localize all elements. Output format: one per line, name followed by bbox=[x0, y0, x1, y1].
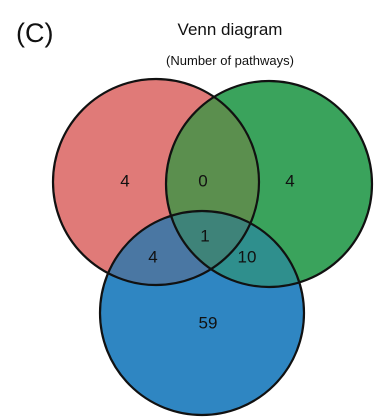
set-c-outline bbox=[98, 209, 306, 417]
set-b-outline bbox=[164, 79, 374, 289]
panel-label: (C) bbox=[16, 18, 54, 48]
overlap-b-c-shade bbox=[166, 211, 304, 287]
count-a-c: 4 bbox=[148, 247, 157, 266]
count-b-only: 4 bbox=[285, 171, 294, 190]
count-a-only: 4 bbox=[120, 171, 129, 190]
count-b-c: 10 bbox=[238, 247, 257, 266]
count-c-only: 59 bbox=[199, 313, 218, 332]
set-a-outline bbox=[51, 77, 261, 287]
diagram-title: Venn diagram bbox=[177, 20, 283, 39]
diagram-subtitle: (Number of pathways) bbox=[166, 53, 294, 68]
count-a-b: 0 bbox=[198, 171, 207, 190]
count-a-b-c: 1 bbox=[200, 226, 209, 245]
